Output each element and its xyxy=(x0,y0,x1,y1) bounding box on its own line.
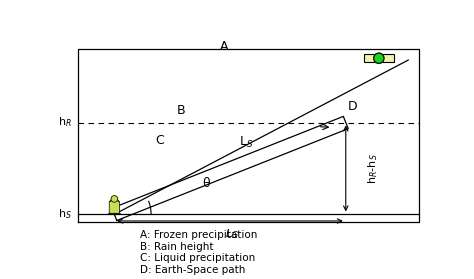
Circle shape xyxy=(374,53,384,63)
FancyBboxPatch shape xyxy=(109,201,119,213)
Text: $L_G$: $L_G$ xyxy=(225,227,239,241)
Text: L$_S$: L$_S$ xyxy=(239,135,254,150)
Text: A: A xyxy=(220,40,229,53)
Circle shape xyxy=(111,196,118,202)
Text: B: B xyxy=(177,104,185,117)
Bar xyxy=(380,54,394,62)
Text: h$_S$: h$_S$ xyxy=(58,208,72,221)
Text: B: Rain height: B: Rain height xyxy=(140,242,214,252)
Text: h$_R$-h$_S$: h$_R$-h$_S$ xyxy=(366,153,380,184)
Text: C: Liquid precipitation: C: Liquid precipitation xyxy=(140,253,255,263)
Text: D: Earth-Space path: D: Earth-Space path xyxy=(140,265,246,275)
Text: θ: θ xyxy=(202,177,210,191)
Text: D: D xyxy=(347,100,357,113)
Text: C: C xyxy=(155,134,164,146)
Text: A: Frozen precipitation: A: Frozen precipitation xyxy=(140,230,257,240)
Bar xyxy=(364,54,378,62)
Text: h$_R$: h$_R$ xyxy=(58,116,72,129)
